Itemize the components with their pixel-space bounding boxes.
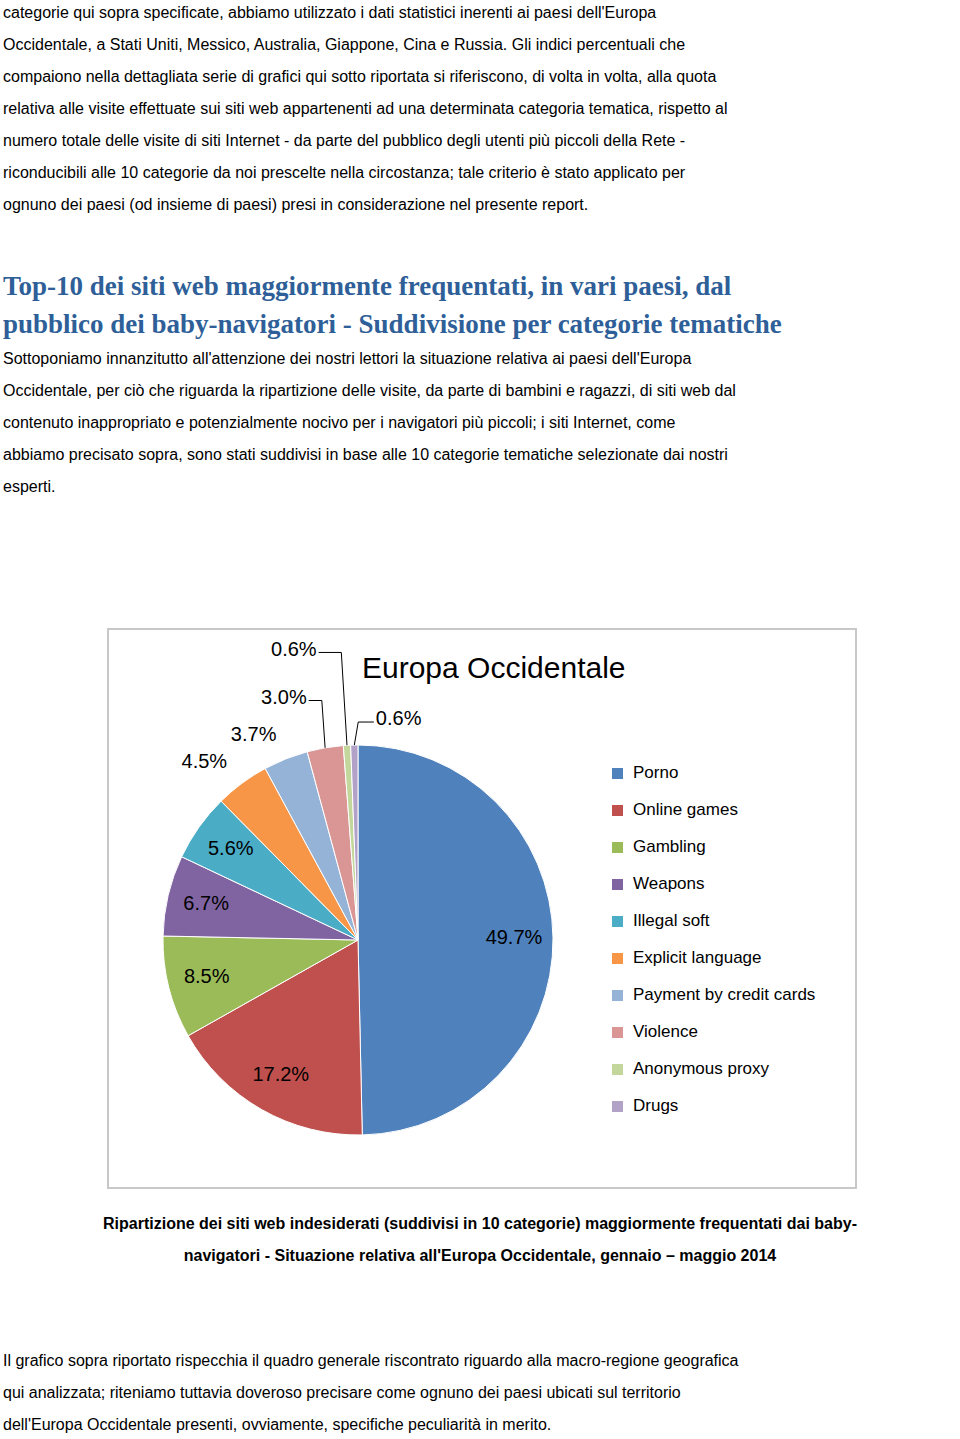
html-text:esperti.: esperti. [3,478,56,495]
html-text:compaiono nella dettagliata se: compaiono nella dettagliata serie di gra… [3,68,717,85]
html-text:riconducibili alle 10 categori: riconducibili alle 10 categorie da noi p… [3,164,686,181]
svg-text:17.2%: 17.2% [252,1063,309,1085]
svg-text:0.6%: 0.6% [376,707,422,729]
svg-text:Europa Occidentale: Europa Occidentale [362,651,626,684]
svg-text:3.7%: 3.7% [231,723,277,745]
svg-text:Porno: Porno [633,763,678,782]
html-text:Occidentale, a Stati Uniti, Me: Occidentale, a Stati Uniti, Messico, Aus… [3,36,686,53]
html-text:contenuto inappropriato e pote: contenuto inappropriato e potenzialmente… [3,414,676,431]
svg-text:4.5%: 4.5% [182,750,228,772]
svg-text:Online games: Online games [633,800,738,819]
svg-text:Gambling: Gambling [633,837,706,856]
html-text:abbiamo precisato sopra, sono: abbiamo precisato sopra, sono stati sudd… [3,446,728,463]
svg-text:Payment by credit cards: Payment by credit cards [633,985,815,1004]
svg-text:Drugs: Drugs [633,1096,678,1115]
svg-text:0.6%: 0.6% [271,638,317,660]
html-text:Top-10 dei siti web maggiormen: Top-10 dei siti web maggiormente frequen… [3,271,732,301]
svg-text:8.5%: 8.5% [184,965,230,987]
html-text:ognuno dei paesi (od insieme d: ognuno dei paesi (od insieme di paesi) p… [3,196,589,213]
svg-text:Anonymous proxy: Anonymous proxy [633,1059,770,1078]
svg-text:49.7%: 49.7% [486,926,543,948]
html-text:dell'Europa Occidentale presen: dell'Europa Occidentale presenti, ovviam… [3,1416,552,1433]
html-text:Ripartizione dei siti web inde: Ripartizione dei siti web indesiderati (… [103,1215,857,1232]
html-text:navigatori - Situazione relati: navigatori - Situazione relativa all'Eur… [183,1247,777,1264]
html-text:categorie qui sopra specificat: categorie qui sopra specificate, abbiamo… [3,4,657,21]
html-text:Sottoponiamo innanzitutto all': Sottoponiamo innanzitutto all'attenzione… [3,350,692,367]
html-text:pubblico dei baby-navigatori -: pubblico dei baby-navigatori - Suddivisi… [3,309,782,339]
svg-text:Violence: Violence [633,1022,698,1041]
html-text:numero totale delle visite di: numero totale delle visite di siti Inter… [3,132,686,149]
svg-text:Explicit language: Explicit language [633,948,762,967]
html-text:qui analizzata; riteniamo tutt: qui analizzata; riteniamo tuttavia dover… [3,1384,681,1401]
html-text:Il grafico sopra riportato ris: Il grafico sopra riportato rispecchia il… [3,1352,739,1369]
svg-text:5.6%: 5.6% [208,837,254,859]
html-text:relativa alle visite effettuat: relativa alle visite effettuate sui siti… [3,100,728,117]
svg-text:3.0%: 3.0% [261,686,307,708]
svg-text:Weapons: Weapons [633,874,705,893]
svg-text:Illegal soft: Illegal soft [633,911,710,930]
svg-text:6.7%: 6.7% [183,892,229,914]
html-text:Occidentale, per ciò che rigua: Occidentale, per ciò che riguarda la rip… [3,382,736,399]
